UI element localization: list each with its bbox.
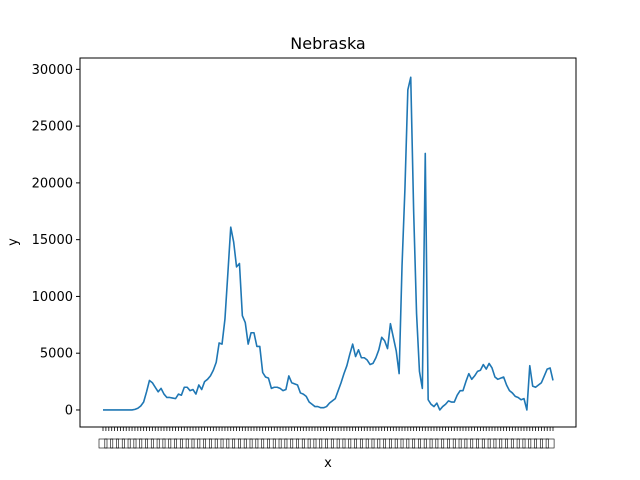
- x-tick-label-glyph: [238, 438, 247, 449]
- y-tick-label: 20000: [32, 176, 73, 191]
- y-tick-label: 0: [65, 403, 73, 418]
- x-tick-label-glyph: [464, 438, 474, 449]
- y-tick-label: 30000: [32, 63, 73, 78]
- x-tick-label-glyph: [359, 438, 369, 449]
- x-tick-label-glyph: [98, 438, 108, 449]
- x-tick-labels-overlapping: [98, 438, 555, 449]
- x-tick-label-glyph: [539, 438, 549, 449]
- x-tick-label-glyph: [296, 438, 305, 449]
- plot-frame: [79, 57, 577, 428]
- x-tick-label-glyph: [516, 438, 526, 449]
- x-tick-label-glyph: [365, 438, 375, 449]
- x-tick-label-glyph: [255, 438, 265, 449]
- x-tick-label-glyph: [214, 438, 224, 449]
- x-tick-label-glyph: [470, 438, 479, 449]
- x-tick-label-glyph: [267, 438, 276, 449]
- x-tick-label-glyph: [145, 438, 154, 449]
- x-tick-label-glyph: [499, 438, 508, 449]
- x-tick-label-glyph: [278, 438, 288, 449]
- x-tick-label-glyph: [121, 438, 131, 449]
- x-tick-label-glyph: [249, 438, 259, 449]
- x-tick-label-glyph: [400, 438, 410, 449]
- x-tick-label-glyph: [406, 438, 416, 449]
- x-tick-label-glyph: [522, 438, 532, 449]
- series-line: [103, 76, 554, 411]
- x-tick-label-glyph: [301, 438, 311, 449]
- x-tick-label-glyph: [156, 438, 166, 449]
- x-tick-label-glyph: [174, 438, 183, 449]
- x-tick-label-glyph: [458, 438, 468, 449]
- x-tick-label-glyph: [394, 438, 404, 449]
- x-tick-label-glyph: [377, 438, 387, 449]
- x-tick-label-glyph: [336, 438, 346, 449]
- x-tick-label-glyph: [493, 438, 503, 449]
- x-tick-label-glyph: [423, 438, 433, 449]
- y-tick-label: 25000: [32, 120, 73, 135]
- x-tick-label-glyph: [319, 438, 328, 449]
- x-tick-label-glyph: [325, 438, 334, 449]
- x-tick-label-glyph: [307, 438, 317, 449]
- x-tick-label-glyph: [191, 438, 201, 449]
- x-tick-label-glyph: [348, 438, 357, 449]
- x-tick-label-glyph: [487, 438, 497, 449]
- x-tick-label-glyph: [179, 438, 189, 449]
- x-tick-label-glyph: [290, 438, 299, 449]
- y-tick-label: 10000: [32, 290, 73, 305]
- x-tick-label-glyph: [383, 438, 392, 449]
- x-tick-label-glyph: [232, 438, 241, 449]
- y-axis: 0 5000 10000 15000 20000 25000 30000: [32, 63, 80, 418]
- x-tick-label-glyph: [162, 438, 172, 449]
- x-tick-label-glyph: [203, 438, 212, 449]
- x-axis-title: x: [324, 456, 332, 471]
- x-tick-label-glyph: [354, 438, 363, 449]
- x-tick-label-glyph: [510, 438, 520, 449]
- x-tick-label-glyph: [284, 438, 294, 449]
- x-tick-label-glyph: [342, 438, 352, 449]
- x-tick-label-glyph: [545, 438, 555, 449]
- x-tick-label-glyph: [110, 438, 119, 449]
- x-tick-label-glyph: [127, 438, 137, 449]
- y-axis-title: y: [6, 238, 21, 246]
- x-tick-label-glyph: [528, 438, 537, 449]
- x-tick-label-glyph: [418, 438, 427, 449]
- x-tick-label-glyph: [435, 438, 445, 449]
- x-axis: [98, 427, 555, 449]
- chart-title: Nebraska: [290, 34, 365, 53]
- x-tick-label-glyph: [243, 438, 253, 449]
- y-tick-label: 5000: [40, 347, 73, 362]
- x-tick-label-glyph: [272, 438, 282, 449]
- x-tick-label-glyph: [505, 438, 514, 449]
- x-tick-label-glyph: [139, 438, 148, 449]
- x-tick-label-glyph: [133, 438, 143, 449]
- x-tick-label-glyph: [197, 438, 207, 449]
- x-tick-label-glyph: [481, 438, 491, 449]
- x-tick-label-glyph: [447, 438, 456, 449]
- x-tick-label-glyph: [534, 438, 543, 449]
- plot-area: [103, 76, 554, 411]
- x-tick-label-glyph: [389, 438, 398, 449]
- x-tick-label-glyph: [412, 438, 421, 449]
- x-tick-label-glyph: [185, 438, 195, 449]
- x-tick-label-glyph: [441, 438, 450, 449]
- x-tick-label-glyph: [452, 438, 462, 449]
- x-tick-label-glyph: [476, 438, 485, 449]
- x-tick-label-glyph: [116, 438, 125, 449]
- x-tick-label-glyph: [226, 438, 236, 449]
- x-tick-label-glyph: [209, 438, 218, 449]
- x-tick-label-glyph: [313, 438, 323, 449]
- x-tick-label-glyph: [168, 438, 177, 449]
- x-tick-label-glyph: [371, 438, 381, 449]
- x-tick-label-glyph: [150, 438, 160, 449]
- x-tick-label-glyph: [330, 438, 340, 449]
- x-tick-label-glyph: [261, 438, 270, 449]
- x-tick-label-glyph: [429, 438, 439, 449]
- y-tick-label: 15000: [32, 233, 73, 248]
- x-tick-label-glyph: [104, 438, 114, 449]
- x-tick-label-glyph: [220, 438, 230, 449]
